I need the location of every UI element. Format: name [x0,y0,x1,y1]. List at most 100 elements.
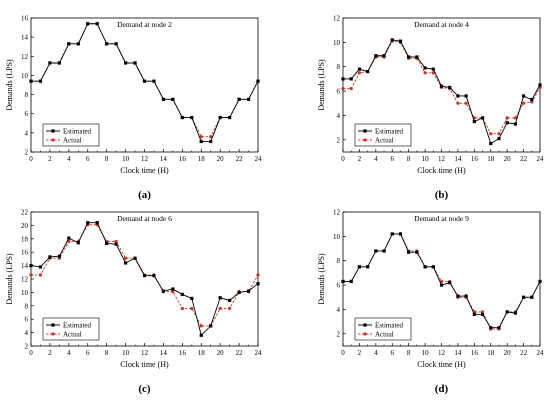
data-point-estimated [190,115,194,120]
y-axis-label: Demands (LPS) [5,59,14,111]
y-tick-label: 8 [25,91,29,99]
data-point-estimated [382,54,386,58]
legend-swatch-marker [51,323,55,327]
y-tick-label: 4 [337,306,341,314]
data-point-estimated [366,265,370,269]
data-point-estimated [398,39,403,43]
data-point-estimated [133,61,137,65]
x-tick-label: 8 [105,349,109,357]
legend-swatch-marker [363,332,367,336]
data-point-estimated [423,66,427,70]
y-axis-label: Demands (LPS) [317,253,326,305]
data-point-estimated [180,292,184,297]
legend-swatch-marker [51,332,55,336]
x-tick-label: 12 [141,349,149,357]
y-tick-label: 6 [337,282,341,290]
data-point-estimated [464,94,468,98]
x-tick-label: 20 [504,349,512,357]
x-axis-label: Clock time (H) [120,166,169,175]
y-tick-label: 12 [21,53,29,61]
data-point-estimated [246,97,251,101]
data-point-estimated [456,94,460,98]
data-point-actual [521,101,526,105]
data-point-estimated [142,79,147,83]
x-tick-label: 2 [48,349,52,357]
data-point-estimated [530,295,534,299]
x-tick-label: 10 [422,155,430,163]
x-tick-label: 22 [236,349,244,357]
y-tick-label: 16 [21,15,29,23]
data-point-estimated [152,274,156,278]
legend-label-actual: Actual [375,137,394,145]
data-point-actual [199,324,203,328]
legend-label-estimated: Estimated [63,128,91,136]
x-tick-label: 24 [537,155,545,163]
data-point-estimated [209,139,213,144]
data-point-estimated [415,250,419,254]
x-tick-label: 8 [407,155,411,163]
legend-label-actual: Actual [63,137,82,145]
data-point-estimated [48,61,52,65]
data-point-estimated [472,312,476,316]
panel-label: (a) [138,189,151,201]
data-point-estimated [38,79,43,83]
x-tick-label: 24 [537,349,545,357]
data-point-estimated [464,294,468,298]
data-point-estimated [489,141,493,146]
data-point-actual [497,132,501,136]
data-point-estimated [538,279,542,284]
x-tick-label: 2 [48,155,52,163]
x-tick-label: 8 [105,155,109,163]
y-tick-label: 6 [25,110,29,118]
data-point-estimated [505,310,509,314]
y-tick-label: 6 [25,316,29,324]
data-point-estimated [67,236,71,240]
data-point-estimated [480,312,485,316]
data-point-estimated [349,77,353,81]
x-tick-label: 14 [160,155,168,163]
x-tick-label: 22 [236,155,244,163]
data-point-estimated [398,232,403,236]
data-point-estimated [480,116,485,120]
data-point-estimated [374,54,378,58]
x-tick-label: 0 [29,349,33,357]
data-point-actual [256,273,260,277]
data-point-estimated [86,22,90,26]
data-point-estimated [114,242,118,246]
chart-panel-3: Demand at node 60 2 4 6 8 10 12 14 16 18 20 22 24246… [5,209,262,396]
data-point-estimated [161,289,166,293]
x-tick-label: 10 [122,349,130,357]
data-point-estimated [180,115,184,120]
x-tick-label: 14 [160,349,168,357]
data-point-estimated [341,279,345,284]
data-point-estimated [76,241,80,245]
x-axis-label: Clock time (H) [417,360,466,369]
x-tick-label: 18 [487,349,495,357]
y-tick-label: 16 [21,249,29,257]
data-point-actual [228,306,232,311]
y-axis-label: Demands (LPS) [317,59,326,111]
data-point-estimated [256,282,260,286]
chart-title: Demand at node 6 [117,214,172,223]
x-tick-label: 6 [86,349,90,357]
data-point-estimated [256,79,260,83]
data-point-estimated [237,290,241,294]
data-point-estimated [123,261,128,265]
x-tick-label: 16 [471,349,479,357]
data-point-actual [29,273,33,277]
data-point-actual [114,239,118,244]
legend-swatch-marker [51,129,55,133]
data-point-estimated [57,254,61,258]
y-tick-label: 2 [25,343,29,351]
data-point-actual [190,306,194,311]
x-tick-label: 16 [179,349,187,357]
x-tick-label: 2 [358,349,362,357]
y-tick-label: 8 [25,302,29,310]
y-tick-label: 12 [333,209,341,217]
data-point-actual [530,100,534,104]
legend-swatch-marker [363,129,367,133]
y-tick-label: 14 [21,262,29,270]
data-point-estimated [95,22,99,26]
x-tick-label: 4 [374,349,378,357]
